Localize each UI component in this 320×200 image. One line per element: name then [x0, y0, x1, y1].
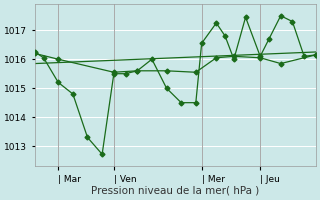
X-axis label: Pression niveau de la mer( hPa ): Pression niveau de la mer( hPa ) [91, 186, 260, 196]
